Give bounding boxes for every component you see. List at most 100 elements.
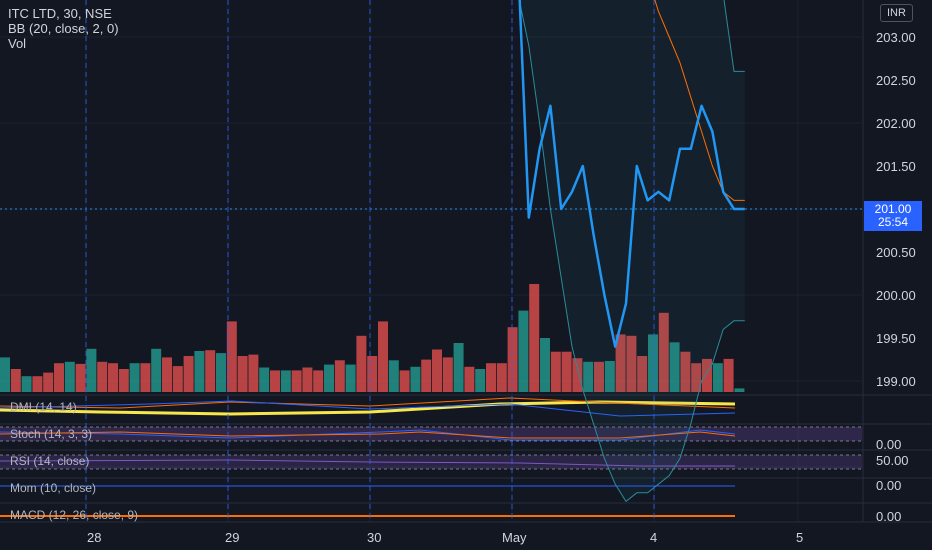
volume-bar bbox=[464, 366, 475, 392]
volume-bar bbox=[680, 351, 691, 392]
price-series bbox=[0, 0, 862, 348]
volume-bar bbox=[345, 364, 356, 392]
volume-bar bbox=[226, 321, 237, 392]
price-tick: 203.00 bbox=[876, 30, 916, 45]
volume-bars bbox=[0, 284, 745, 392]
volume-bar bbox=[615, 334, 626, 392]
rsi-legend[interactable]: RSI (14, close) bbox=[10, 454, 90, 468]
macd-axis-value: 0.00 bbox=[876, 509, 902, 524]
volume-bar bbox=[280, 370, 291, 392]
volume-bar bbox=[291, 370, 302, 392]
volume-bar bbox=[43, 372, 54, 392]
mom-legend[interactable]: Mom (10, close) bbox=[10, 481, 97, 495]
volume-bar bbox=[378, 321, 388, 392]
volume-bar bbox=[734, 388, 745, 392]
volume-bar bbox=[648, 334, 658, 392]
volume-bar bbox=[399, 370, 410, 392]
close-price-line bbox=[518, 0, 745, 348]
bb-basis-line bbox=[654, 0, 745, 201]
volume-bar bbox=[118, 369, 129, 392]
macd-legend[interactable]: MACD (12, 26, close, 9) bbox=[10, 508, 139, 522]
current-price-label: 201.00 25:54 bbox=[864, 201, 922, 231]
price-tick: 201.50 bbox=[876, 159, 916, 174]
volume-bar bbox=[669, 342, 680, 392]
mom-axis-value: 0.00 bbox=[876, 478, 902, 493]
volume-bar bbox=[108, 363, 118, 392]
volume-bar bbox=[658, 312, 669, 392]
stoch-legend[interactable]: Stoch (14, 3, 3) bbox=[10, 427, 93, 441]
volume-bar bbox=[637, 356, 648, 392]
volume-bar bbox=[550, 351, 561, 392]
volume-bar bbox=[518, 310, 529, 392]
time-tick: 28 bbox=[87, 530, 102, 545]
bb-lower-line bbox=[518, 0, 745, 503]
volume-bar bbox=[54, 363, 64, 392]
volume-bar bbox=[259, 367, 270, 392]
volume-bar bbox=[507, 327, 518, 392]
volume-bar bbox=[594, 361, 604, 392]
volume-bar bbox=[86, 348, 97, 392]
volume-bar bbox=[10, 369, 21, 392]
price-tick: 202.50 bbox=[876, 73, 916, 88]
volume-bar bbox=[140, 363, 151, 392]
volume-bar bbox=[712, 363, 723, 392]
vol-legend[interactable]: Vol bbox=[8, 36, 27, 51]
volume-bar bbox=[604, 361, 615, 392]
volume-bar bbox=[205, 350, 216, 392]
stoch-d-line bbox=[0, 431, 736, 439]
current-price-value: 201.00 bbox=[874, 202, 912, 216]
volume-bar bbox=[183, 356, 194, 392]
volume-bar bbox=[356, 335, 367, 392]
stoch-k-line bbox=[0, 429, 736, 441]
volume-bar bbox=[388, 360, 399, 392]
rsi-axis-value: 50.00 bbox=[876, 453, 909, 468]
bar-countdown: 25:54 bbox=[877, 215, 909, 229]
volume-bar bbox=[302, 367, 313, 392]
volume-bar bbox=[540, 338, 550, 392]
volume-bar bbox=[529, 284, 540, 392]
time-tick: 30 bbox=[367, 530, 382, 545]
volume-bar bbox=[453, 343, 464, 392]
volume-bar bbox=[691, 363, 702, 392]
volume-bar bbox=[702, 358, 712, 392]
bb-legend[interactable]: BB (20, close, 2, 0) bbox=[8, 21, 119, 36]
volume-bar bbox=[64, 361, 75, 392]
rsi-line bbox=[0, 459, 735, 467]
volume-bar bbox=[194, 351, 205, 392]
symbol-title[interactable]: ITC LTD, 30, NSE bbox=[8, 6, 112, 21]
dmi-legend[interactable]: DMI (14, 14) bbox=[10, 400, 77, 414]
volume-bar bbox=[572, 358, 583, 392]
volume-bar bbox=[0, 357, 10, 392]
volume-bar bbox=[410, 366, 421, 392]
volume-bar bbox=[97, 361, 108, 392]
volume-bar bbox=[313, 370, 324, 392]
volume-bar bbox=[172, 366, 183, 392]
volume-bar bbox=[21, 376, 32, 392]
volume-bar bbox=[421, 359, 432, 392]
volume-bar bbox=[216, 353, 226, 392]
volume-bar bbox=[237, 356, 248, 392]
volume-bar bbox=[583, 361, 594, 392]
bb-fill bbox=[519, 0, 745, 502]
volume-bar bbox=[162, 357, 172, 392]
session-separators bbox=[85, 0, 655, 522]
price-tick: 199.00 bbox=[876, 374, 916, 389]
time-tick: 5 bbox=[796, 530, 804, 545]
bollinger-bands bbox=[518, 0, 745, 503]
volume-bar bbox=[626, 335, 637, 392]
volume-bar bbox=[442, 357, 453, 392]
volume-bar bbox=[496, 363, 507, 392]
price-tick: 200.50 bbox=[876, 245, 916, 260]
time-tick: May bbox=[502, 530, 527, 545]
time-tick: 4 bbox=[650, 530, 658, 545]
volume-bar bbox=[475, 369, 486, 392]
volume-bar bbox=[486, 363, 496, 392]
currency-badge[interactable]: INR bbox=[880, 4, 913, 22]
volume-bar bbox=[723, 358, 734, 392]
time-tick: 29 bbox=[225, 530, 240, 545]
volume-bar bbox=[334, 360, 345, 392]
volume-bar bbox=[75, 363, 86, 392]
price-tick: 199.50 bbox=[876, 331, 916, 346]
volume-bar bbox=[324, 364, 334, 392]
